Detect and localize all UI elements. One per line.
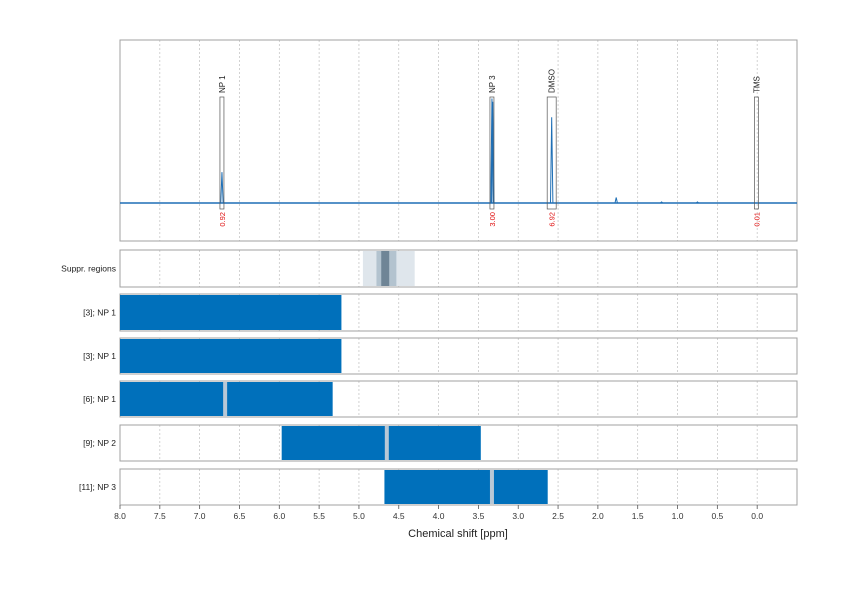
range-row-label: [11]; NP 3 — [79, 482, 116, 492]
range-row-panel — [119, 424, 798, 462]
peak-label: TMS — [752, 76, 761, 93]
suppression-region — [381, 251, 390, 286]
x-tick-label: 5.0 — [353, 511, 365, 521]
integral-value: 6.92 — [548, 212, 557, 227]
integral-value: 0.01 — [752, 212, 761, 227]
peak-annotation-box — [546, 96, 557, 210]
x-tick-label: 7.0 — [194, 511, 206, 521]
range-gap — [489, 470, 494, 504]
peak-annotation-box — [754, 96, 759, 210]
x-tick-label: 6.0 — [273, 511, 285, 521]
range-row-label: [3]; NP 1 — [83, 351, 116, 361]
range-gap — [223, 382, 228, 416]
spectrum-peak — [220, 172, 224, 204]
x-tick-label: 0.5 — [711, 511, 723, 521]
x-tick-label: 7.5 — [154, 511, 166, 521]
peak-label: NP 1 — [218, 75, 227, 93]
range-bar — [384, 470, 548, 504]
x-tick-label: 4.5 — [393, 511, 405, 521]
x-tick-label: 3.5 — [472, 511, 484, 521]
spectrum-peak — [695, 201, 699, 204]
x-tick-label: 2.5 — [552, 511, 564, 521]
range-bar — [120, 339, 342, 373]
spectrum-peak — [660, 201, 664, 204]
peak-annotation-box — [489, 96, 495, 210]
peak-annotation-box — [219, 96, 225, 210]
range-row-label: [9]; NP 2 — [83, 438, 116, 448]
range-row-panel — [119, 468, 798, 506]
labels-layer: NP 1 0.92 NP 3 3.00 DMSO 6.92 TMS 0.01 Suppr. re… — [61, 69, 763, 521]
x-axis-title: Chemical shift [ppm] — [408, 528, 508, 540]
x-tick-label: 6.5 — [234, 511, 246, 521]
x-tick-label: 0.0 — [751, 511, 763, 521]
spectrum-peak — [614, 197, 618, 204]
spectrum-peak — [491, 101, 495, 204]
integral-value: 3.00 — [488, 212, 497, 227]
integral-value: 0.92 — [218, 212, 227, 227]
spectrum-panel — [119, 39, 798, 242]
x-tick-label: 4.0 — [433, 511, 445, 521]
range-gap — [384, 426, 389, 460]
peak-label: NP 3 — [488, 75, 497, 93]
suppression-panel — [119, 249, 798, 288]
range-row-label: [6]; NP 1 — [83, 394, 116, 404]
range-bar — [120, 295, 342, 330]
x-tick-label: 1.0 — [672, 511, 684, 521]
range-bar — [281, 426, 481, 460]
range-row-label: [3]; NP 1 — [83, 308, 116, 318]
x-tick-label: 1.5 — [632, 511, 644, 521]
spectrum-peak — [549, 117, 554, 204]
x-tick-label: 3.0 — [512, 511, 524, 521]
peak-label: DMSO — [548, 69, 557, 93]
x-tick-label: 2.0 — [592, 511, 604, 521]
x-tick-label: 8.0 — [114, 511, 126, 521]
marks-layer — [119, 96, 797, 509]
spectrum-peak — [490, 98, 494, 204]
x-tick-label: 5.5 — [313, 511, 325, 521]
suppression-label: Suppr. regions — [61, 264, 116, 274]
